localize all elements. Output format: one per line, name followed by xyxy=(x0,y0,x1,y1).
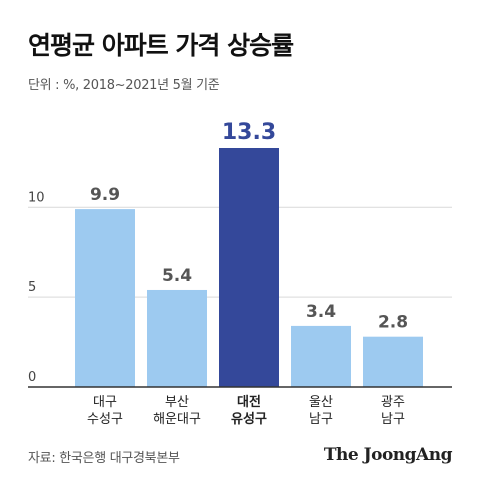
x-tick-label: 부산 xyxy=(165,395,189,410)
chart-subtitle: 단위 : %, 2018~2021년 5월 기준 xyxy=(28,78,220,93)
x-tick-label: 대전 xyxy=(237,394,261,410)
data-label: 9.9 xyxy=(90,185,120,205)
x-tick-label: 수성구 xyxy=(87,412,123,427)
bar xyxy=(75,209,135,387)
x-tick-label: 해운대구 xyxy=(153,412,201,427)
y-tick-label: 10 xyxy=(28,190,45,205)
bar xyxy=(363,336,423,387)
x-tick-label: 남구 xyxy=(381,412,405,427)
y-tick-label: 0 xyxy=(28,370,36,385)
x-tick-label: 광주 xyxy=(381,395,405,410)
y-tick-label: 5 xyxy=(28,280,36,295)
data-label: 3.4 xyxy=(306,302,336,322)
brand-logo: The JoongAng xyxy=(323,445,453,465)
bar xyxy=(291,325,351,387)
x-tick-label: 유성구 xyxy=(231,412,267,427)
data-label: 2.8 xyxy=(378,313,408,333)
data-label: 5.4 xyxy=(162,266,192,286)
data-label: 13.3 xyxy=(222,120,276,145)
source-note: 자료: 한국은행 대구경북본부 xyxy=(28,451,180,466)
x-tick-label: 남구 xyxy=(309,412,333,427)
x-tick-label: 울산 xyxy=(309,395,333,410)
bar xyxy=(219,148,279,387)
chart-title: 연평균 아파트 가격 상승률 xyxy=(28,31,294,60)
x-tick-label: 대구 xyxy=(93,395,117,410)
bar xyxy=(147,289,207,387)
